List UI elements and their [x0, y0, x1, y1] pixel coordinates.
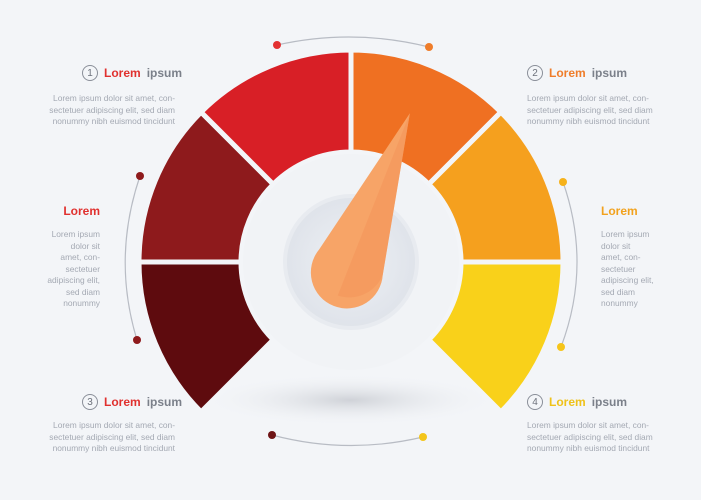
step-4-title-gray: ipsum — [591, 395, 628, 409]
gauge-needle — [310, 113, 410, 309]
right-title: Lorem — [601, 204, 638, 218]
step-2-number-icon: 2 — [527, 65, 543, 81]
left-title: Lorem — [63, 204, 100, 218]
step-4-heading: 4 Lorem ipsum — [527, 394, 627, 410]
step-1-title-word: Lorem — [104, 66, 141, 80]
step-2-heading: 2 Lorem ipsum — [527, 65, 627, 81]
right-description: Lorem ipsum dolor sit amet, con- sectetu… — [601, 229, 654, 308]
connector-left — [124, 175, 141, 341]
step-2-description: Lorem ipsum dolor sit amet, con- sectetu… — [527, 93, 653, 126]
connector-dot-top-right — [425, 43, 433, 51]
step-3-title-word: Lorem — [104, 395, 141, 409]
step-1-number-icon: 1 — [82, 65, 98, 81]
step-4-description: Lorem ipsum dolor sit amet, con- sectetu… — [527, 420, 653, 453]
step-3-description: Lorem ipsum dolor sit amet, con- sectetu… — [49, 420, 175, 453]
gauge-segment-6 — [425, 259, 566, 416]
step-3-title-gray: ipsum — [146, 395, 183, 409]
connector-dot-left-top — [136, 172, 144, 180]
connector-dot-bottom-right — [419, 433, 427, 441]
step-1-description: Lorem ipsum dolor sit amet, con- sectetu… — [49, 93, 175, 126]
step-4-number-icon: 4 — [527, 394, 543, 410]
connector-dot-bottom-left — [268, 431, 276, 439]
left-description: Lorem ipsum dolor sit amet, con- sectetu… — [47, 229, 100, 308]
needle-shade — [337, 113, 410, 298]
step-2-title-gray: ipsum — [591, 66, 628, 80]
step-1-heading: 1 Lorem ipsum — [82, 65, 182, 81]
connector-right — [560, 181, 578, 348]
step-3-number-icon: 3 — [82, 394, 98, 410]
connector-dot-right-top — [559, 178, 567, 186]
connector-dot-top-left — [273, 41, 281, 49]
connector-dot-right-bottom — [557, 343, 565, 351]
step-1-title-gray: ipsum — [146, 66, 183, 80]
gauge-shadow — [200, 374, 500, 426]
step-4-title-word: Lorem — [549, 395, 586, 409]
step-3-heading: 3 Lorem ipsum — [82, 394, 182, 410]
connector-dot-left-bottom — [133, 336, 141, 344]
connector-top — [276, 36, 430, 48]
connector-bottom — [271, 434, 424, 447]
step-2-title-word: Lorem — [549, 66, 586, 80]
